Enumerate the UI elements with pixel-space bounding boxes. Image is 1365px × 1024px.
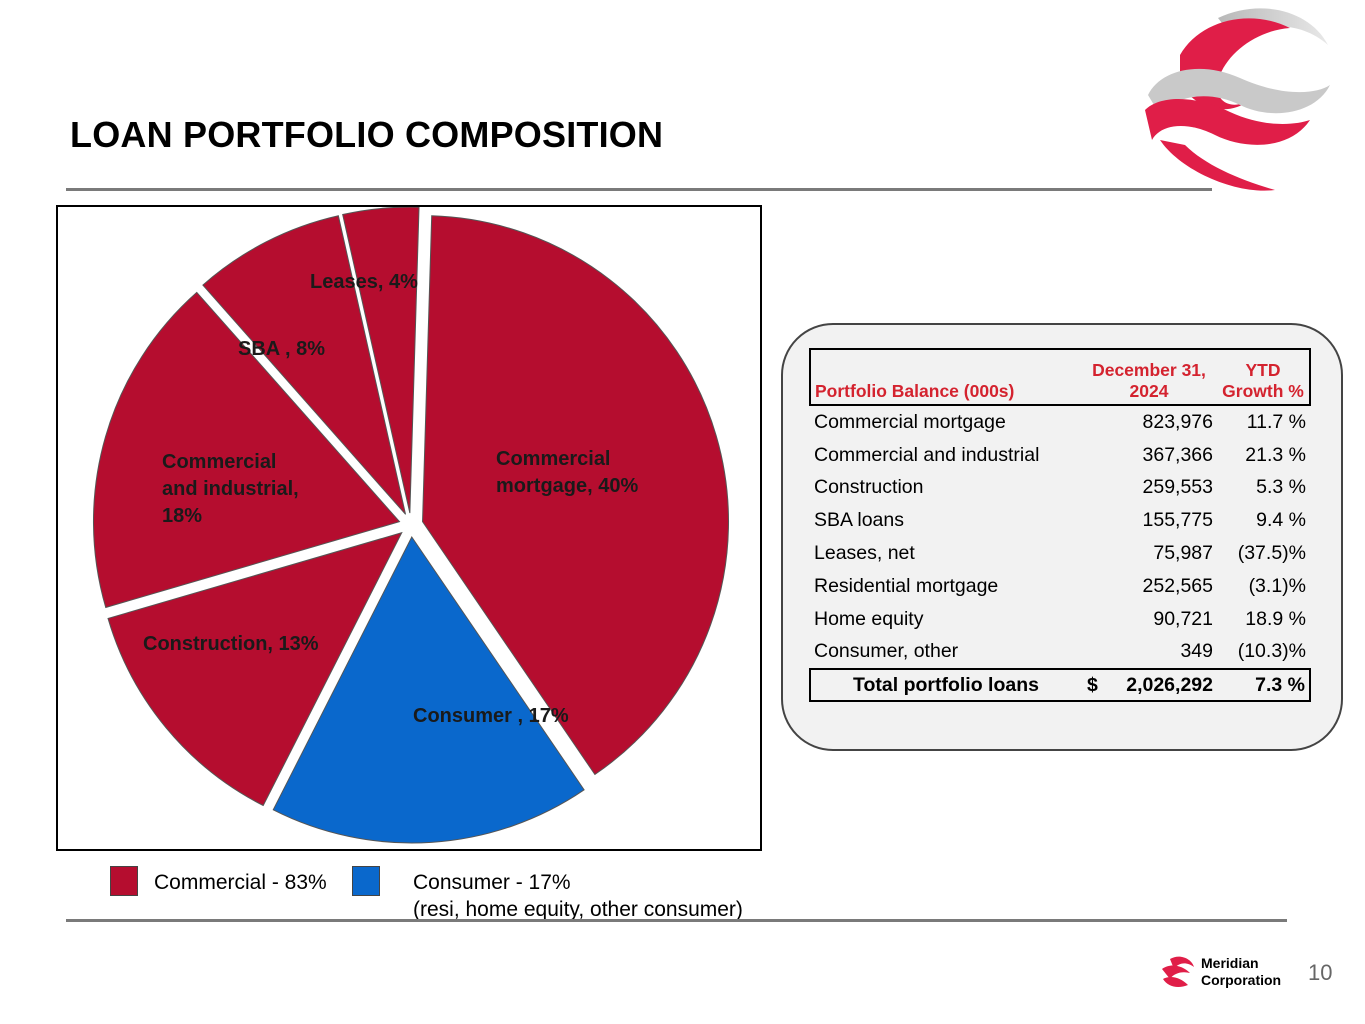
row-balance: 367,366 bbox=[1142, 443, 1214, 466]
row-name: Home equity bbox=[814, 607, 924, 630]
legend-sublabel-consumer: (resi, home equity, other consumer) bbox=[413, 898, 743, 921]
pie-label-sba: SBA , 8% bbox=[238, 338, 325, 360]
table-row: SBA loans 155,775 9.4 % bbox=[810, 504, 1310, 537]
row-name: Leases, net bbox=[814, 542, 915, 565]
pie-slice-commercial-mortgage bbox=[422, 215, 729, 776]
legend-swatch-consumer bbox=[352, 866, 380, 896]
portfolio-table-panel bbox=[781, 323, 1343, 751]
bottom-divider bbox=[66, 919, 1287, 922]
pie-slice-consumer bbox=[272, 535, 585, 844]
total-balance: $2,026,292 bbox=[1081, 669, 1217, 701]
header-december: December 31, 2024 bbox=[1081, 349, 1217, 405]
row-growth: 18.9 % bbox=[1245, 607, 1306, 630]
row-name: Commercial mortgage bbox=[814, 410, 1006, 433]
row-growth: (3.1)% bbox=[1248, 574, 1306, 597]
pie-slice-construction bbox=[107, 531, 403, 807]
total-growth: 7.3 % bbox=[1255, 673, 1305, 696]
row-balance: 155,775 bbox=[1142, 509, 1214, 532]
row-balance: 252,565 bbox=[1142, 574, 1214, 597]
row-growth: 9.4 % bbox=[1256, 509, 1306, 532]
table-row: Commercial and industrial 367,366 21.3 % bbox=[810, 439, 1310, 472]
row-name: Consumer, other bbox=[814, 640, 959, 663]
total-currency: $ bbox=[1087, 673, 1098, 696]
row-name: Commercial and industrial bbox=[814, 443, 1040, 466]
top-divider bbox=[66, 188, 1212, 191]
row-balance: 349 bbox=[1180, 640, 1213, 663]
pie-label-consumer: Consumer , 17% bbox=[413, 705, 569, 727]
row-growth: 21.3 % bbox=[1245, 443, 1306, 466]
legend-label-commercial: Commercial - 83% bbox=[154, 871, 327, 894]
portfolio-table: Portfolio Balance (000s) December 31, 202… bbox=[809, 348, 1311, 702]
header-december-line2: 2024 bbox=[1129, 381, 1169, 401]
legend-label-consumer: Consumer - 17% bbox=[413, 871, 571, 894]
pie-label-leases: Leases, 4% bbox=[310, 271, 418, 293]
footer-logo-icon bbox=[1162, 956, 1194, 987]
pie-label-commercial-mortgage: Commercial mortgage, 40% bbox=[496, 448, 638, 497]
total-name: Total portfolio loans bbox=[853, 673, 1039, 696]
table-row: Commercial mortgage 823,976 11.7 % bbox=[810, 405, 1310, 439]
row-growth: 11.7 % bbox=[1246, 410, 1306, 433]
page-number: 10 bbox=[1308, 960, 1333, 985]
row-growth: (10.3)% bbox=[1237, 640, 1306, 663]
row-balance: 75,987 bbox=[1153, 542, 1213, 565]
legend-swatch-commercial bbox=[110, 866, 138, 896]
total-balance-value: 2,026,292 bbox=[1126, 673, 1213, 696]
row-name: Construction bbox=[814, 476, 924, 499]
table-row: Consumer, other 349 (10.3)% bbox=[810, 636, 1310, 670]
header-ytd-line1: YTD bbox=[1245, 360, 1281, 380]
page-title: LOAN PORTFOLIO COMPOSITION bbox=[70, 114, 664, 155]
pie-slice-commercial-and-industrial bbox=[92, 291, 401, 609]
row-growth: 5.3 % bbox=[1256, 476, 1306, 499]
table-row: Home equity 90,721 18.9 % bbox=[810, 603, 1310, 636]
footer-brand-line2: Corporation bbox=[1201, 972, 1282, 988]
header-portfolio-balance: Portfolio Balance (000s) bbox=[815, 381, 1015, 401]
row-balance: 90,721 bbox=[1153, 607, 1213, 630]
footer-brand-name: Meridian Corporation bbox=[1201, 955, 1281, 989]
row-name: SBA loans bbox=[814, 509, 904, 532]
pie-slice-leases bbox=[342, 207, 420, 514]
table-header-row: Portfolio Balance (000s) December 31, 202… bbox=[810, 349, 1310, 405]
header-ytd-growth: YTD Growth % bbox=[1217, 349, 1310, 405]
pie-chart-frame: Commercial mortgage, 40% Consumer , 17% Con… bbox=[56, 205, 762, 851]
brand-logo-icon bbox=[1145, 8, 1330, 191]
row-balance: 823,976 bbox=[1142, 410, 1214, 433]
pie-slice-sba bbox=[202, 215, 407, 515]
table-row: Leases, net 75,987 (37.5)% bbox=[810, 537, 1310, 570]
header-ytd-line2: Growth % bbox=[1222, 381, 1304, 401]
footer-brand-line1: Meridian bbox=[1201, 955, 1259, 971]
row-balance: 259,553 bbox=[1142, 476, 1214, 499]
pie-label-construction: Construction, 13% bbox=[143, 633, 319, 655]
table-total-row: Total portfolio loans $2,026,292 7.3 % bbox=[810, 669, 1310, 702]
table-row: Residential mortgage 252,565 (3.1)% bbox=[810, 570, 1310, 603]
header-december-line1: December 31, bbox=[1092, 360, 1206, 380]
pie-chart: Commercial mortgage, 40% Consumer , 17% Con… bbox=[92, 207, 729, 844]
row-growth: (37.5)% bbox=[1237, 542, 1306, 565]
row-name: Residential mortgage bbox=[814, 574, 999, 597]
pie-label-commercial-and-industrial: Commercial and industrial, 18% bbox=[162, 451, 299, 527]
table-row: Construction 259,553 5.3 % bbox=[810, 472, 1310, 505]
